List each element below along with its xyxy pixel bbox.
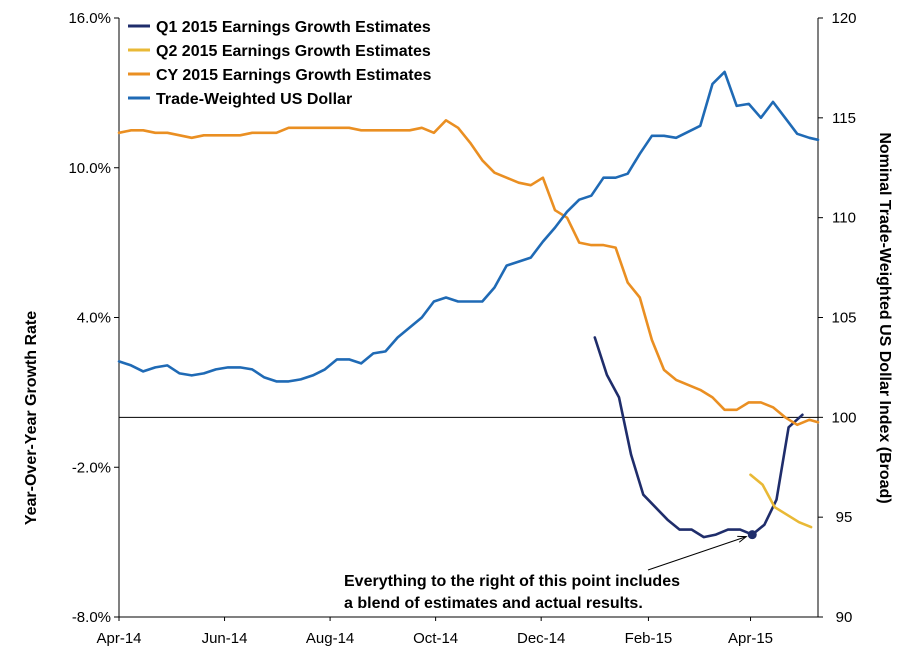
annotation: Everything to the right of this point in… (344, 530, 757, 612)
series-line-q2-2015-earnings-growth-estimates (749, 473, 813, 529)
legend: Q1 2015 Earnings Growth Estimates Q2 2015… (128, 19, 431, 108)
x-tick-label: Apr-15 (728, 630, 773, 647)
annotation-marker (747, 530, 757, 540)
series-line-trade-weighted-us-dollar (117, 70, 820, 383)
annotation-arrow (647, 536, 747, 571)
y-left-tick-label: -8.0% (72, 609, 111, 626)
x-tick-label: Apr-14 (96, 630, 141, 647)
y-left-tick-label: -2.0% (72, 459, 111, 476)
y-left-tick-label: 10.0% (68, 160, 111, 177)
x-tick-label: Feb-15 (625, 630, 673, 647)
y-right-tick-label: 90 (836, 609, 853, 626)
y-right-tick-label: 100 (831, 409, 856, 426)
y-left-tick-label: 4.0% (77, 310, 111, 327)
y-axis-title-right: Nominal Trade-Weighted US Dollar Index (… (876, 132, 893, 503)
y-right-tick-label: 115 (832, 110, 856, 127)
series-line-q1-2015-earnings-growth-estimates (593, 336, 804, 539)
annotation-arrow-head (737, 535, 748, 543)
annotation-text-line: Everything to the right of this point in… (344, 573, 680, 590)
y-right-tick-label: 110 (832, 210, 856, 227)
y-right-tick-label: 105 (831, 310, 856, 327)
series-lines (117, 70, 820, 539)
x-tick-label: Oct-14 (413, 630, 458, 647)
annotation-text-line: a blend of estimates and actual results. (344, 595, 643, 612)
legend-label-q2-2015-earnings-growth-estimates: Q2 2015 Earnings Growth Estimates (156, 43, 431, 60)
y-left-tick-label: 16.0% (68, 10, 111, 27)
x-tick-label: Jun-14 (202, 630, 248, 647)
axes: -8.0% -2.0% 4.0% 10.0% 16.0% 90 95 100 105 110 115… (68, 10, 856, 647)
y-right-tick-label: 120 (831, 10, 856, 27)
x-tick-label: Aug-14 (306, 630, 354, 647)
legend-label-cy-2015-earnings-growth-estimates: CY 2015 Earnings Growth Estimates (156, 67, 431, 84)
legend-label-trade-weighted-us-dollar: Trade-Weighted US Dollar (156, 91, 352, 108)
y-right-tick-label: 95 (836, 509, 853, 526)
legend-label-q1-2015-earnings-growth-estimates: Q1 2015 Earnings Growth Estimates (156, 19, 431, 36)
x-tick-label: Dec-14 (517, 630, 565, 647)
y-axis-title-left: Year-Over-Year Growth Rate (23, 311, 40, 525)
series-line-cy-2015-earnings-growth-estimates (117, 119, 820, 427)
